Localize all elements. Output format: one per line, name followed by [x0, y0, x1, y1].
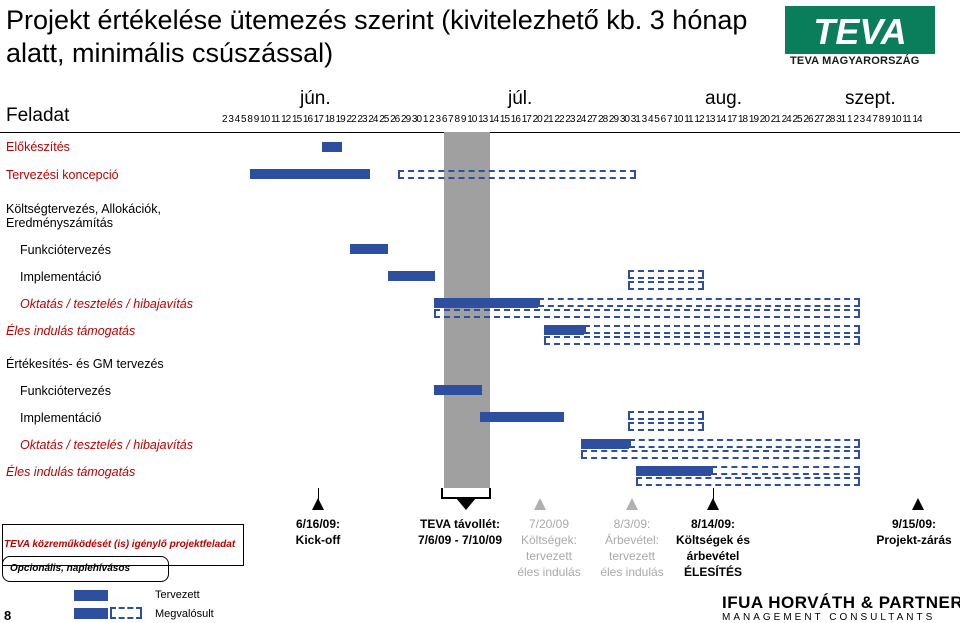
task-oktatas-2: Oktatás / tesztelés / hibajavítás — [20, 438, 193, 452]
day-ruler: 2 3 4 5 8 9 10 11 12 15 16 17 18 19 22 2… — [222, 114, 922, 125]
milestone-line-elesites — [713, 488, 714, 500]
milestone-kickoff-triangle — [312, 498, 324, 510]
task-funkciotervezes-1: Funkciótervezés — [20, 243, 112, 257]
footer-subtitle: MANAGEMENT CONSULTANTS — [722, 612, 936, 623]
bar-realized-impl-1 — [388, 271, 435, 281]
feladat-header: Feladat — [6, 105, 70, 126]
task-ertekesites: Értékesítés- és GM tervezés — [6, 357, 164, 371]
bar-realized-koncepcio — [250, 169, 370, 179]
milestone-koltseg-triangle — [534, 498, 546, 510]
task-eles-2: Éles indulás támogatás — [6, 465, 136, 479]
month-jul: júl. — [508, 88, 533, 109]
legend-planned-label: Tervezett — [155, 589, 200, 601]
milestone-absence-bracket — [441, 488, 491, 510]
task-eles-1: Éles indulás támogatás — [6, 324, 136, 338]
task-elokeszites: Előkészítés — [6, 140, 70, 154]
legend-realized-swatch-dashed — [110, 607, 142, 619]
bar-planned-eles-1a — [584, 325, 860, 334]
bar-planned-oktatas-1a — [538, 298, 860, 307]
bar-planned-impl-1b — [628, 281, 704, 290]
bar-realized-oktatas-2 — [581, 439, 629, 449]
task-tervezesi-koncepcio: Tervezési koncepció — [6, 168, 119, 182]
milestone-absence-label: TEVA távollét: 7/6/09 - 7/10/09 — [417, 517, 503, 547]
page-number: 8 — [4, 608, 12, 623]
task-implementacio-1: Implementáció — [20, 270, 102, 284]
bar-planned-oktatas-2a — [629, 439, 860, 448]
bar-realized-eles-1 — [544, 325, 584, 335]
month-jun: jún. — [300, 88, 331, 109]
bar-planned-impl-2a — [628, 411, 704, 420]
bar-planned-eles-2a — [711, 466, 860, 475]
bar-realized-eles-2 — [636, 466, 711, 476]
legend-teva-text: TEVA közreműködését (is) igénylő projekt… — [4, 539, 236, 550]
page-title: Projekt értékelése ütemezés szerint (kiv… — [6, 5, 748, 68]
bar-planned-eles-1b — [544, 336, 860, 345]
milestone-line-kickoff — [318, 488, 319, 500]
milestone-elesites-label: 8/14/09: Költségek és árbevétel ÉLESÍTÉS — [675, 517, 751, 579]
milestone-zaras-label: 9/15/09: Projekt-zárás — [876, 517, 952, 547]
legend-realized-label: Megvalósult — [155, 608, 214, 620]
legend-optional-box — [2, 556, 169, 582]
bar-realized-oktatas-1 — [434, 298, 538, 308]
task-funkciotervezes-2: Funkciótervezés — [20, 384, 112, 398]
task-oktatas-1: Oktatás / tesztelés / hibajavítás — [20, 297, 193, 311]
milestone-arbevetel-triangle — [626, 498, 638, 510]
legend-realized-swatch-solid — [74, 608, 108, 619]
month-aug: aug. — [705, 88, 742, 109]
milestone-elesites-triangle — [707, 498, 719, 510]
milestone-kickoff-label: 6/16/09: Kick-off — [295, 517, 341, 547]
svg-text:TEVA: TEVA — [813, 11, 906, 52]
month-szept: szept. — [845, 88, 896, 109]
bar-planned-oktatas-2b — [581, 450, 860, 459]
teva-logo: TEVA — [785, 6, 935, 54]
task-koltsegtervezes: Költségtervezés, Allokációk, Eredményszá… — [6, 202, 161, 230]
bar-planned-impl-2b — [628, 422, 704, 431]
legend-teva-box — [2, 524, 244, 566]
logo-subtitle: TEVA MAGYARORSZÁG — [790, 55, 920, 67]
bar-planned-oktatas-1b — [434, 309, 860, 318]
milestone-koltseg-label: 7/20/09 Költségek: tervezett éles indulá… — [517, 517, 581, 579]
bar-realized-elokeszites — [322, 142, 342, 152]
bar-planned-impl-1a — [628, 270, 704, 279]
bar-planned-koncepcio — [398, 170, 636, 179]
milestone-arbevetel-label: 8/3/09: Árbevétel: tervezett éles indulá… — [600, 517, 664, 579]
bar-planned-eles-2b — [636, 477, 860, 486]
legend-planned-swatch — [74, 590, 108, 601]
footer-brand: IFUA HORVÁTH & PARTNERS — [722, 593, 960, 612]
legend-optional-text: Opcionális, naplehívásos — [10, 563, 131, 574]
bar-realized-funkcio-2 — [434, 385, 482, 395]
task-implementacio-2: Implementáció — [20, 411, 102, 425]
milestone-zaras-triangle — [912, 498, 924, 510]
bar-realized-impl-2 — [480, 412, 564, 422]
bar-realized-funkcio-1 — [350, 244, 388, 254]
